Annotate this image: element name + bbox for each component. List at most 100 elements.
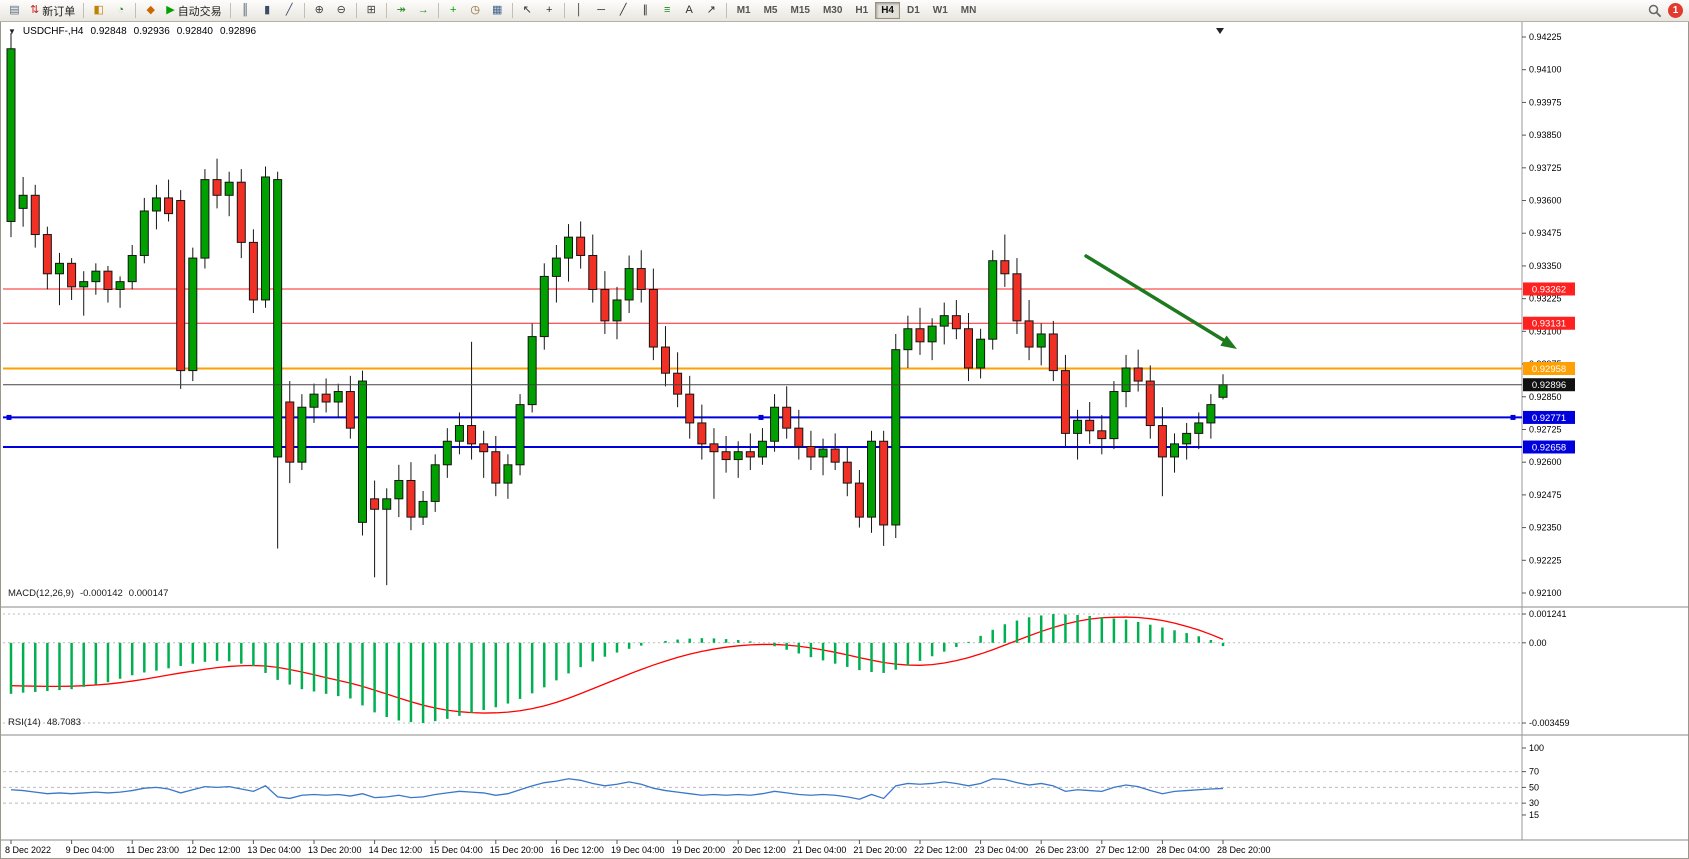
toolbar-separator [229,3,231,18]
candle [624,268,634,301]
candle [600,288,610,322]
new-chart-button[interactable]: ▤ [4,1,25,20]
candlestick-mode-button[interactable]: ▮ [257,1,278,20]
price-tick-label: 0.93600 [1529,196,1562,206]
timeframe-h4-button[interactable]: H4 [875,2,900,19]
candle [1206,404,1216,424]
arrows-button[interactable]: ↗ [701,1,722,20]
autotrading-button[interactable]: ▶ 自动交易 [162,1,225,20]
candle [673,372,683,395]
periods-button[interactable]: ◷ [465,1,486,20]
timeframe-m15-button[interactable]: M15 [785,2,816,19]
timeframe-m30-button[interactable]: M30 [817,2,848,19]
vertical-line-button[interactable]: │ [569,1,590,20]
rsi-indicator-label: RSI(14) 48.7083 [8,717,81,728]
candle [200,179,210,259]
macd-panel: 0.001241 0.00 -0.003459 [3,609,1570,728]
candle [539,275,549,338]
candle [757,440,767,458]
candle [1024,320,1034,348]
candle [527,336,537,406]
candle [963,328,973,369]
candle [188,257,198,372]
time-axis-label: 15 Dec 20:00 [490,845,544,855]
time-axis-label: 22 Dec 12:00 [914,845,968,855]
timeframe-m5-button[interactable]: M5 [758,2,784,19]
candle [370,498,380,510]
bar-chart-mode-button[interactable]: ║ [235,1,256,20]
candle [1073,419,1083,434]
macd-indicator-label: MACD(12,26,9) -0.000142 0.000147 [8,588,168,599]
candle [927,325,937,343]
auto-scroll-button[interactable]: ↠ [391,1,412,20]
horizontal-line-button[interactable]: ─ [591,1,612,20]
candle [42,234,52,275]
zoom-out-button[interactable]: ⊖ [331,1,352,20]
zoom-in-button[interactable]: ⊕ [309,1,330,20]
timeframe-d1-button[interactable]: D1 [901,2,926,19]
fibonacci-button[interactable]: ≡ [657,1,678,20]
toolbar-separator [385,3,387,18]
time-axis-label: 27 Dec 12:00 [1096,845,1150,855]
chart-canvas[interactable]: 0.94225 0.94100 0.93975 0.93850 0.93725 0.936… [1,22,1689,859]
new-chart-icon: ▤ [9,4,20,16]
cursor-button[interactable]: ↖ [517,1,538,20]
text-button[interactable]: A [679,1,700,20]
templates-button[interactable]: ▦ [487,1,508,20]
line-handle[interactable] [1510,414,1516,420]
trendline-button[interactable]: ╱ [613,1,634,20]
macd-tick-label: 0.001241 [1529,609,1567,619]
timeframe-h1-button[interactable]: H1 [849,2,874,19]
candle [576,236,586,256]
rsi-tick-label: 70 [1529,767,1539,777]
candle [745,451,755,458]
chart-shift-marker[interactable] [1216,28,1224,34]
candle [891,349,901,526]
candle [685,393,695,424]
metaeditor-button[interactable]: ◆ [140,1,161,20]
price-tick-label: 0.93350 [1529,261,1562,271]
candle [564,236,574,259]
charts-list-button[interactable]: ◔ [110,1,131,20]
candlestick-mode-icon: ▮ [264,4,271,16]
tile-windows-button[interactable]: ⊞ [361,1,382,20]
candle [248,241,258,301]
line-chart-mode-button[interactable]: ╱ [279,1,300,20]
timeframe-m1-button[interactable]: M1 [731,2,757,19]
candle [806,445,816,458]
notification-badge[interactable]: 1 [1668,3,1683,18]
line-handle[interactable] [758,414,764,420]
candle [515,404,525,466]
indicators-button[interactable]: + [443,1,464,20]
chart-shift-button[interactable]: → [413,1,434,20]
candle [54,262,64,275]
ohlc-low: 0.92840 [176,26,213,37]
candle [18,194,28,209]
timeframe-mn-button[interactable]: MN [955,2,983,19]
time-axis-label: 15 Dec 04:00 [429,845,483,855]
candle [1000,260,1010,275]
line-handle[interactable] [6,414,12,420]
candle [418,500,428,518]
search-icon[interactable] [1648,4,1662,18]
channel-button[interactable]: ∥ [635,1,656,20]
toolbar-tools-group: ▤ ⇅ 新订单 ◧ ◔ ◆ ▶ 自动交易 ║ ▮ ╱ ⊕ ⊖ ⊞ ↠ → + ◷ ▦ ↖ + │ ─ ╱ ∥ ≡ A ↗ M1 M5 M15… [4,1,1648,20]
new-order-button[interactable]: ⇅ 新订单 [26,1,79,20]
time-axis-label: 21 Dec 20:00 [853,845,907,855]
crosshair-button[interactable]: + [539,1,560,20]
price-badge: 0.93131 [1523,316,1575,330]
trend-arrow-annotation[interactable] [1084,254,1227,343]
arrows-icon: ↗ [706,4,716,16]
rsi-tick-label: 30 [1529,798,1539,808]
one-click-trading-toggle[interactable]: ▼ [8,27,16,36]
timeframe-w1-button[interactable]: W1 [927,2,954,19]
toolbar-separator [563,3,565,18]
chart-window[interactable]: 0.94225 0.94100 0.93975 0.93850 0.93725 0.936… [0,22,1689,859]
auto-scroll-icon: ↠ [396,4,406,16]
price-tick-label: 0.93100 [1529,326,1562,336]
candle [261,176,271,301]
profiles-button[interactable]: ◧ [88,1,109,20]
line-chart-mode-icon: ╱ [285,4,293,16]
channel-icon: ∥ [642,4,648,16]
candle [103,270,113,290]
